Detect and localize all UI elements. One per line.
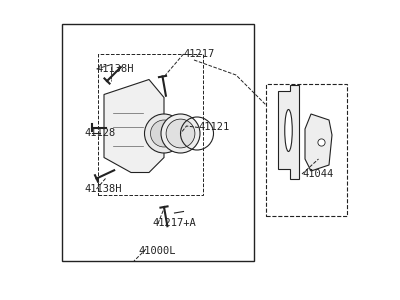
Polygon shape [104,80,164,172]
Polygon shape [278,85,299,178]
Bar [266,84,347,216]
Ellipse shape [285,110,292,152]
Text: 41121: 41121 [198,122,230,133]
Text: 41138H: 41138H [96,64,134,74]
Polygon shape [305,114,332,171]
Text: 41128: 41128 [84,128,116,139]
Text: 41217: 41217 [184,49,215,59]
Text: 41000L: 41000L [138,245,176,256]
Circle shape [318,139,325,146]
Text: 41217+A: 41217+A [152,218,196,229]
Circle shape [144,114,184,153]
Text: 41044: 41044 [302,169,333,179]
Circle shape [166,119,195,148]
Bar [98,54,203,195]
Circle shape [161,114,200,153]
Bar [62,24,254,261]
Text: 41138H: 41138H [84,184,122,194]
Circle shape [150,120,178,147]
